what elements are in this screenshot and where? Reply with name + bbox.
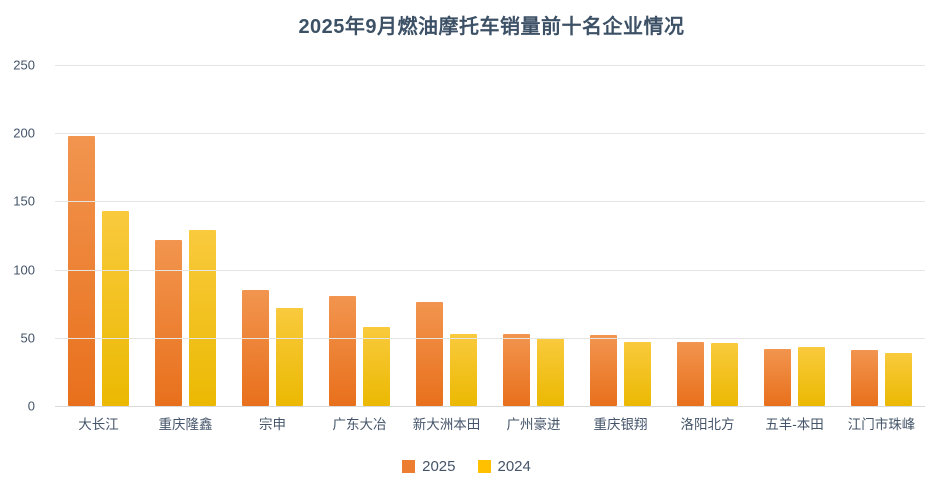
x-axis-label: 重庆隆鑫	[158, 417, 213, 432]
gridline	[55, 201, 925, 203]
bar-group	[142, 65, 229, 406]
bar-2024	[276, 307, 303, 406]
bar-2025	[851, 350, 878, 406]
gridline	[55, 337, 925, 339]
bar-group	[664, 65, 751, 406]
gridline	[55, 133, 925, 135]
bar-group	[577, 65, 664, 406]
bar-2025	[677, 341, 704, 406]
x-axis-label: 广东大冶	[332, 417, 387, 432]
bar-2024	[624, 341, 651, 406]
legend-item-2025: 2025	[402, 458, 456, 475]
x-axis-label: 五羊-本田	[765, 417, 824, 432]
bar-groups	[55, 65, 925, 406]
bar-2025	[503, 333, 530, 406]
y-axis: 0 50 100 150 200 250	[0, 58, 38, 414]
x-axis-label: 宗申	[259, 417, 286, 432]
y-axis-tick-label: 150	[13, 193, 35, 209]
legend-swatch-icon	[402, 460, 416, 473]
y-axis-tick-label: 200	[13, 125, 35, 141]
bar-2025	[590, 335, 617, 406]
bar-2025	[416, 302, 443, 406]
bar-2025	[242, 290, 269, 406]
chart-title: 2025年9月燃油摩托车销量前十名企业情况	[298, 16, 685, 38]
y-axis-tick-label: 0	[27, 398, 35, 414]
gridline	[55, 269, 925, 271]
bar-2025	[329, 295, 356, 406]
bar-group	[403, 65, 490, 406]
y-axis-tick-label: 250	[13, 57, 35, 73]
bar-group	[490, 65, 577, 406]
bar-2025	[764, 348, 791, 406]
bar-2024	[189, 230, 216, 406]
x-axis-label: 大长江	[78, 417, 119, 432]
bar-2024	[450, 333, 477, 406]
bar-group	[229, 65, 316, 406]
x-axis-label: 新大洲本田	[412, 417, 481, 432]
x-axis: 大长江 重庆隆鑫 宗申 广东大冶 新大洲本田 广州豪进 重庆银翔 洛阳北方 五羊-本田 江门市珠峰	[55, 413, 925, 433]
bar-2025	[155, 239, 182, 406]
legend-label: 2024	[497, 458, 531, 475]
gridline	[55, 65, 925, 66]
x-axis-label: 洛阳北方	[680, 417, 735, 432]
bar-2024	[363, 326, 390, 406]
x-axis-label: 广州豪进	[506, 417, 561, 432]
legend-label: 2025	[422, 458, 456, 475]
bar-group	[316, 65, 403, 406]
y-axis-tick-label: 100	[13, 262, 35, 278]
bar-2024	[102, 210, 129, 406]
bar-2025	[68, 135, 95, 406]
legend: 2025 2024	[0, 458, 933, 475]
plot-area	[55, 65, 925, 407]
legend-swatch-icon	[477, 460, 491, 473]
bar-2024	[711, 343, 738, 406]
bar-2024	[798, 347, 825, 406]
bar-group	[838, 65, 925, 406]
legend-item-2024: 2024	[477, 458, 531, 475]
bar-2024	[537, 337, 564, 406]
y-axis-tick-label: 50	[20, 330, 35, 346]
bar-group	[55, 65, 142, 406]
bar-group	[751, 65, 838, 406]
gridline	[55, 406, 925, 407]
bar-2024	[885, 352, 912, 406]
x-axis-label: 重庆银翔	[593, 417, 648, 432]
x-axis-label: 江门市珠峰	[847, 417, 916, 432]
